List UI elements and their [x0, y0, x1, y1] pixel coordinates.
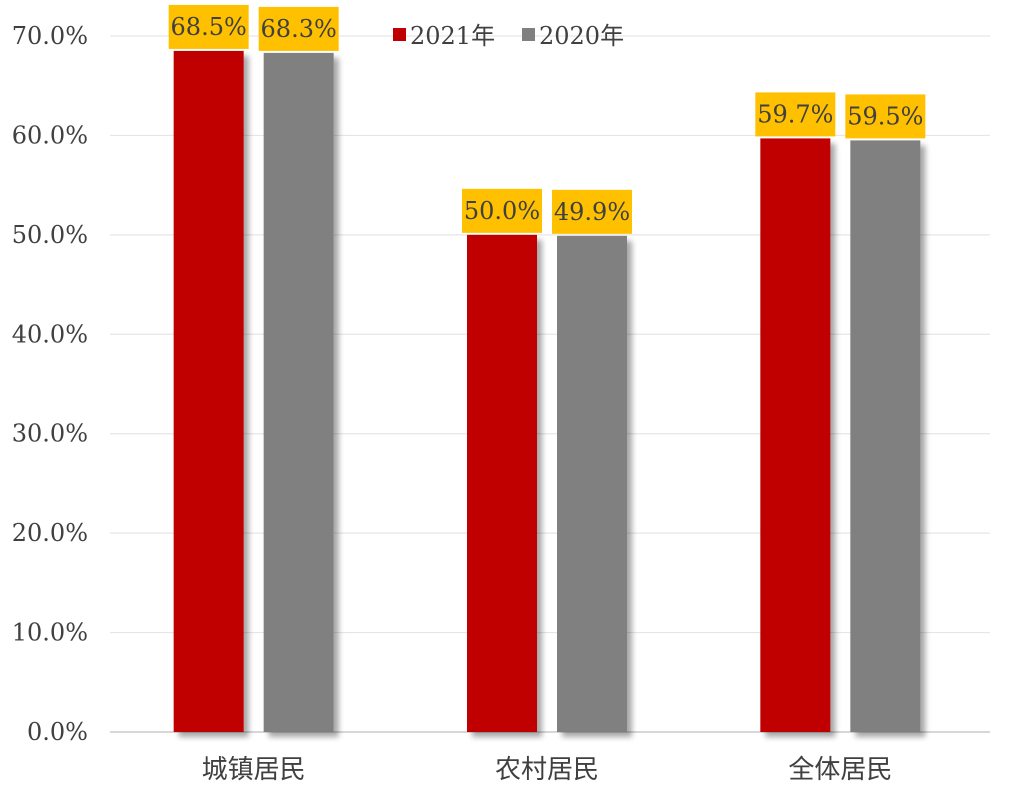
data-label-background — [552, 189, 632, 234]
y-tick-label: 40.0% — [12, 320, 88, 348]
category-label: 城镇居民 — [202, 755, 306, 785]
gridlines — [110, 35, 990, 733]
data-label: 68.3% — [261, 15, 337, 43]
data-label: 59.5% — [847, 102, 923, 130]
legend-label: 2021年 — [410, 22, 495, 50]
y-tick-label: 0.0% — [27, 718, 88, 746]
data-label-background — [462, 188, 542, 233]
data-label: 50.0% — [464, 197, 540, 225]
bar-series-1 — [173, 50, 244, 732]
bar-series-1 — [467, 234, 537, 732]
legend-swatch — [522, 28, 535, 41]
y-tick-label: 10.0% — [12, 619, 88, 647]
y-tick-label: 20.0% — [12, 519, 88, 547]
category-label: 全体居民 — [788, 755, 892, 785]
data-label: 59.7% — [757, 100, 833, 128]
y-tick-label: 60.0% — [12, 121, 88, 149]
data-label-background — [168, 4, 249, 49]
y-tick-label: 50.0% — [12, 221, 88, 249]
data-label-background — [845, 94, 926, 139]
y-axis-tick-labels: 0.0% 10.0% 20.0% 30.0% 40.0% 50.0% 60.0% 70.0% — [12, 22, 88, 746]
y-tick-label: 30.0% — [12, 420, 88, 448]
bar-series-2 — [557, 235, 627, 732]
bar-series-2 — [263, 52, 334, 733]
bar-series-1 — [760, 138, 831, 732]
data-labels: 68.5% 68.3% 50.0% 49.9% 59.7% 59.5% — [168, 4, 926, 234]
y-tick-label: 70.0% — [12, 22, 88, 50]
legend: 2021年 2020年 — [393, 22, 624, 50]
data-label: 68.5% — [171, 13, 247, 41]
legend-label: 2020年 — [539, 22, 624, 50]
bars — [173, 50, 921, 733]
category-label: 农村居民 — [495, 755, 599, 785]
x-axis-category-labels: 城镇居民 农村居民 全体居民 — [202, 755, 893, 785]
data-label-background — [258, 6, 339, 51]
data-label: 49.9% — [554, 198, 630, 226]
legend-swatch — [393, 28, 406, 41]
data-label-background — [755, 92, 836, 137]
bar-series-2 — [850, 140, 921, 732]
